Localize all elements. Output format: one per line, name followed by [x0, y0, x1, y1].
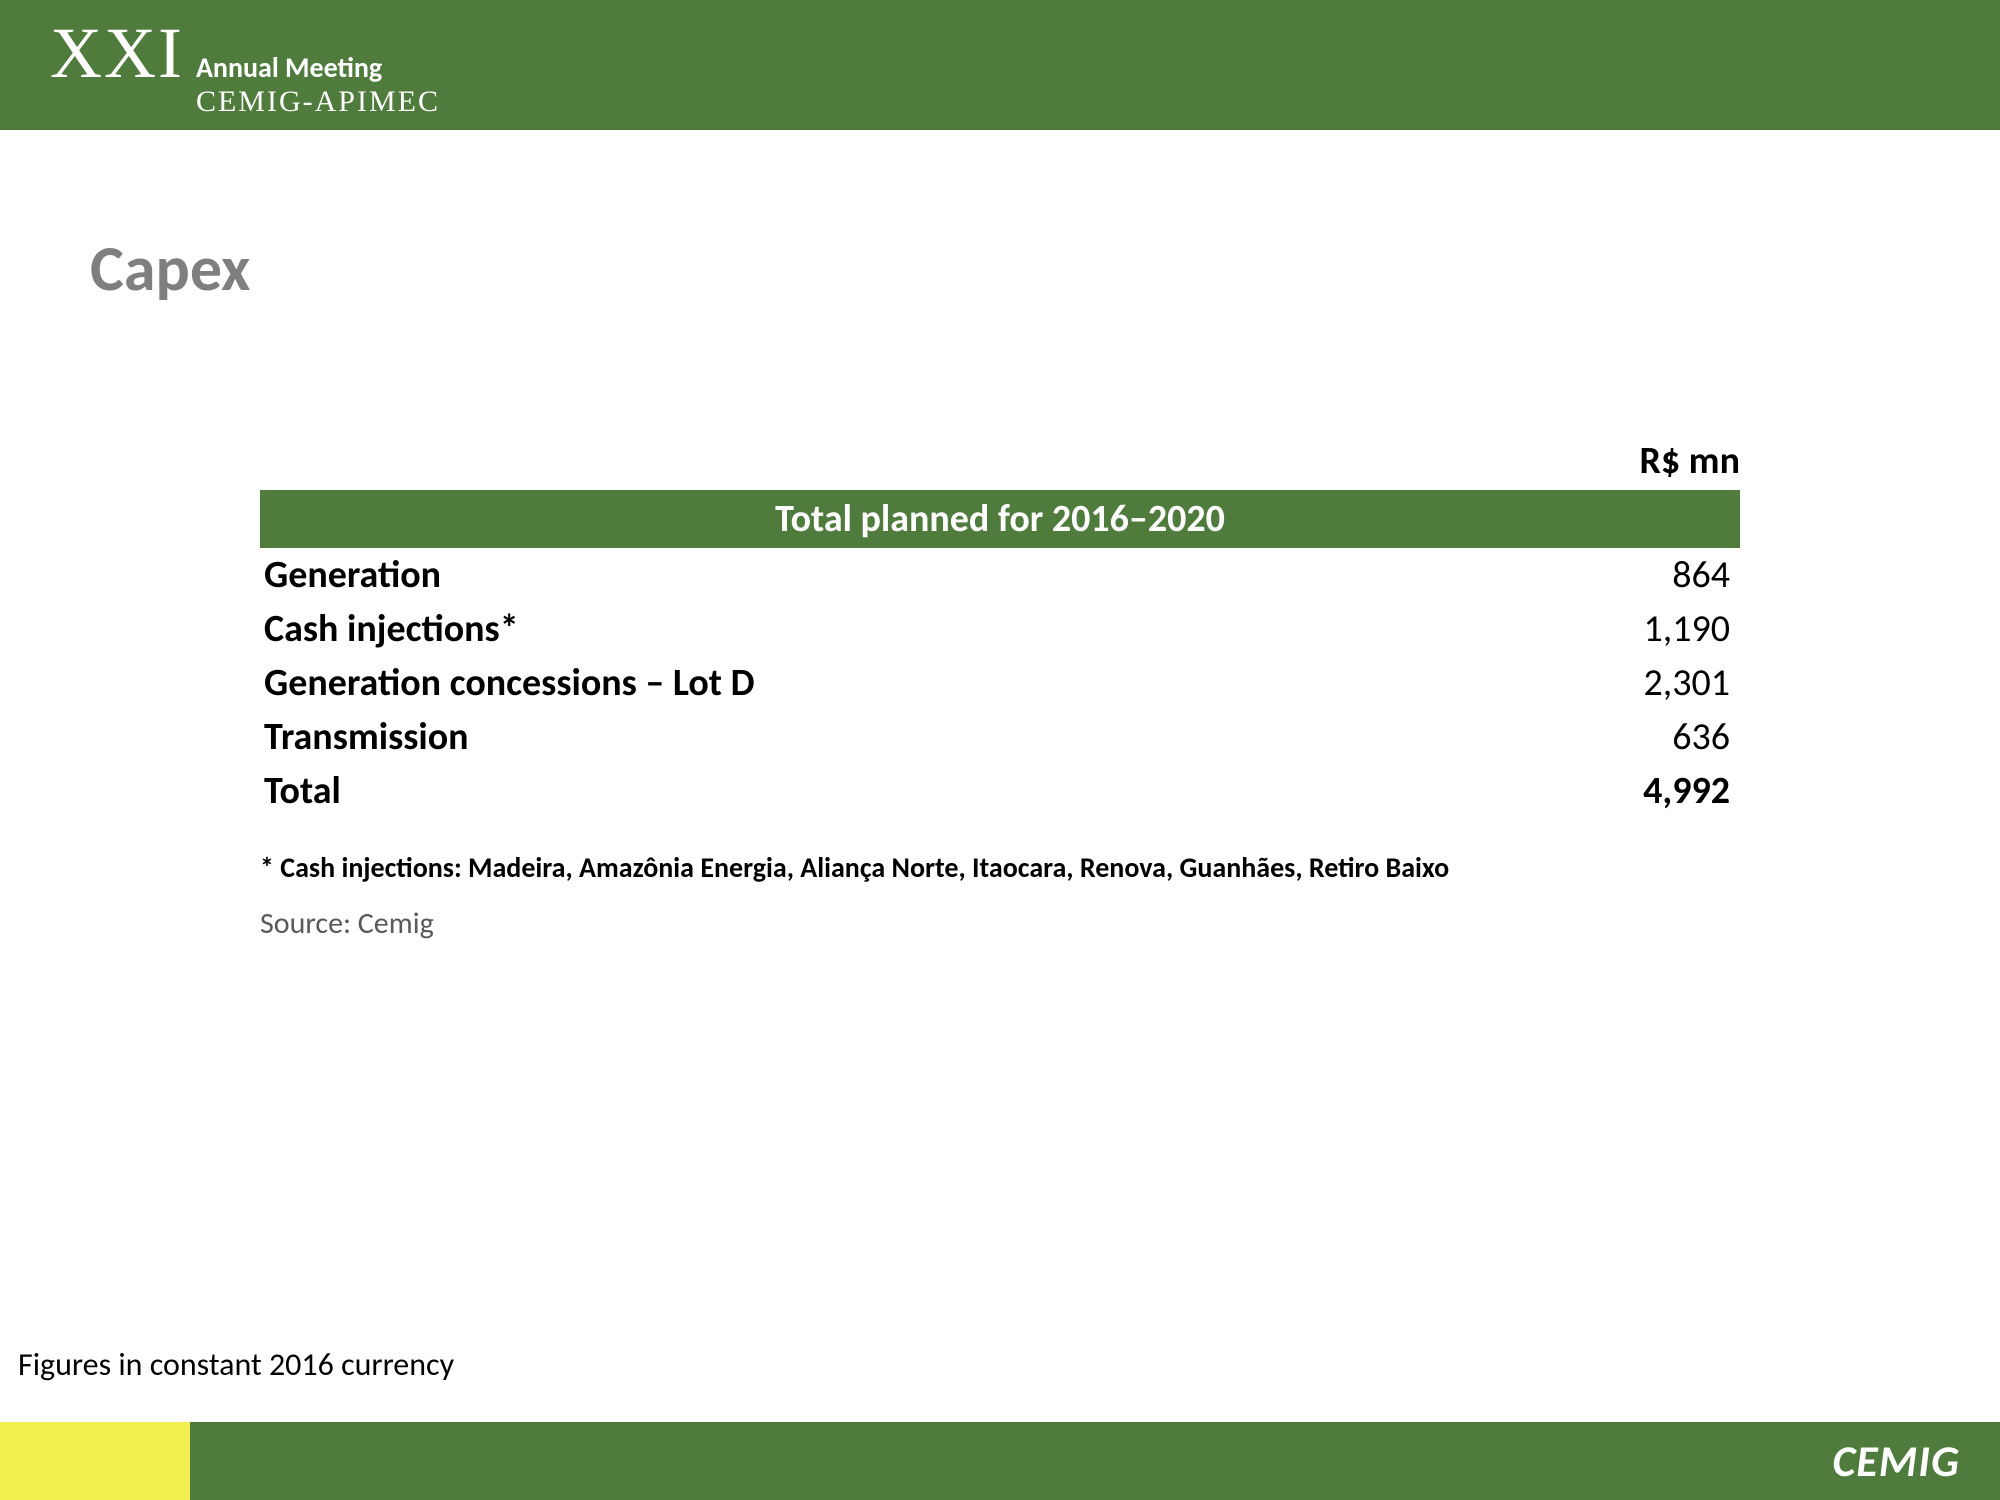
total-value: 4,992 — [1643, 768, 1730, 814]
header-roman: XXI — [50, 12, 184, 95]
footer-bar: CEMIG — [0, 1422, 2000, 1500]
row-value: 2,301 — [1643, 660, 1730, 706]
table-row: Cash injections* 1,190 — [260, 602, 1740, 656]
header-logo: XXI Annual Meeting CEMIG-APIMEC — [50, 12, 440, 119]
table-row: Generation 864 — [260, 548, 1740, 602]
footnote: * Cash injections: Madeira, Amazônia Ene… — [260, 850, 1449, 885]
row-value: 864 — [1672, 552, 1730, 598]
footer-logo: CEMIG — [1832, 1434, 1960, 1488]
capex-table: Total planned for 2016–2020 Generation 8… — [260, 490, 1740, 818]
header-meeting: Annual Meeting — [196, 50, 440, 85]
row-value: 636 — [1672, 714, 1730, 760]
total-label: Total — [264, 768, 341, 814]
table-total-row: Total 4,992 — [260, 764, 1740, 818]
table-row: Generation concessions – Lot D 2,301 — [260, 656, 1740, 710]
page-title: Capex — [90, 230, 250, 308]
source: Source: Cemig — [260, 905, 434, 942]
row-value: 1,190 — [1643, 606, 1730, 652]
row-label: Transmission — [264, 714, 469, 760]
footer-accent — [0, 1422, 190, 1500]
currency-label: R$ mn — [1639, 438, 1740, 484]
row-label: Generation concessions – Lot D — [264, 660, 755, 706]
header-text-block: Annual Meeting CEMIG-APIMEC — [196, 50, 440, 119]
footer-main: CEMIG — [190, 1422, 2000, 1500]
bottom-note: Figures in constant 2016 currency — [18, 1345, 454, 1384]
row-label: Generation — [264, 552, 441, 598]
slide: XXI Annual Meeting CEMIG-APIMEC Capex R$… — [0, 0, 2000, 1500]
header-org: CEMIG-APIMEC — [196, 85, 440, 119]
table-header: Total planned for 2016–2020 — [260, 490, 1740, 548]
header-bar: XXI Annual Meeting CEMIG-APIMEC — [0, 0, 2000, 130]
row-label: Cash injections* — [264, 606, 519, 652]
table-row: Transmission 636 — [260, 710, 1740, 764]
